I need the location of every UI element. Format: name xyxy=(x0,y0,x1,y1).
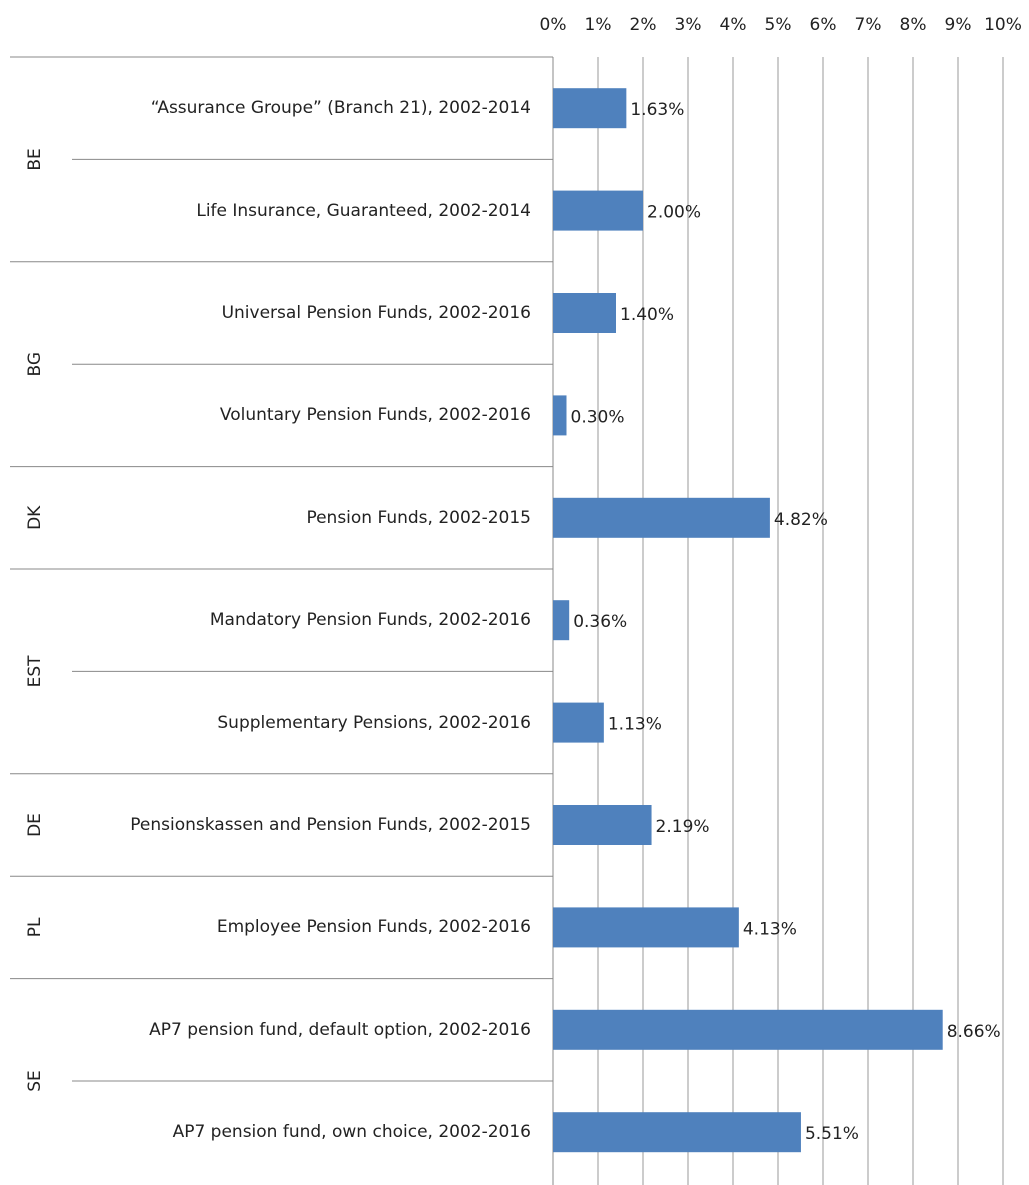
category-text: Universal Pension Funds, 2002-2016 xyxy=(221,303,531,323)
x-tick-label: 7% xyxy=(855,15,882,35)
category-label: “Assurance Groupe” (Branch 21), 2002-201… xyxy=(61,95,531,121)
x-tick-label: 9% xyxy=(945,15,972,35)
category-label: Universal Pension Funds, 2002-2016 xyxy=(61,300,531,326)
data-label: 1.13% xyxy=(608,715,662,735)
bar xyxy=(553,1009,943,1050)
category-label: Pension Funds, 2002-2015 xyxy=(61,505,531,531)
category-text: AP7 pension fund, default option, 2002-2… xyxy=(149,1019,531,1040)
category-text: “Assurance Groupe” (Branch 21), 2002-201… xyxy=(150,98,531,119)
group-label: PL xyxy=(25,917,45,937)
category-label: Pensionskassen and Pension Funds, 2002-2… xyxy=(61,812,531,838)
category-text: Employee Pension Funds, 2002-2016 xyxy=(216,917,531,938)
category-text: Voluntary Pension Funds, 2002-2016 xyxy=(219,405,531,426)
x-tick-label: 6% xyxy=(810,15,837,35)
category-text: Pension Funds, 2002-2015 xyxy=(306,507,531,528)
data-label: 0.30% xyxy=(571,407,625,427)
data-label: 5.51% xyxy=(805,1124,859,1144)
x-tick-label: 10% xyxy=(984,15,1022,35)
category-text: Pensionskassen and Pension Funds, 2002-2… xyxy=(130,815,531,835)
data-label: 0.36% xyxy=(573,612,627,632)
group-label: EST xyxy=(25,655,45,688)
bar xyxy=(553,600,570,641)
bar xyxy=(553,190,643,231)
bar xyxy=(553,702,604,743)
data-label: 1.63% xyxy=(630,100,684,120)
data-label: 4.82% xyxy=(774,510,828,530)
category-label: Voluntary Pension Funds, 2002-2016 xyxy=(61,402,531,428)
x-tick-label: 2% xyxy=(630,15,657,35)
data-label: 2.19% xyxy=(656,817,710,837)
bar xyxy=(553,293,616,333)
bar xyxy=(553,907,739,948)
bar xyxy=(553,805,652,845)
data-label: 4.13% xyxy=(743,919,797,939)
data-label: 1.40% xyxy=(620,305,674,325)
category-text: Supplementary Pensions, 2002-2016 xyxy=(217,712,531,733)
bar xyxy=(553,395,567,436)
group-label: BE xyxy=(25,148,45,170)
category-label: AP7 pension fund, default option, 2002-2… xyxy=(61,1017,531,1043)
x-tick-label: 3% xyxy=(675,15,702,35)
category-label: Supplementary Pensions, 2002-2016 xyxy=(61,710,531,736)
x-tick-label: 5% xyxy=(765,15,792,35)
data-label: 2.00% xyxy=(647,203,701,223)
group-label: SE xyxy=(25,1070,45,1092)
category-text: AP7 pension fund, own choice, 2002-2016 xyxy=(172,1122,531,1143)
bar xyxy=(553,497,770,538)
category-label: AP7 pension fund, own choice, 2002-2016 xyxy=(61,1119,531,1145)
x-tick-label: 0% xyxy=(540,15,567,35)
bar xyxy=(553,88,627,129)
category-label: Employee Pension Funds, 2002-2016 xyxy=(61,914,531,940)
group-label: BG xyxy=(25,352,45,377)
group-label: DK xyxy=(25,505,45,530)
data-label: 8.66% xyxy=(947,1022,1001,1042)
bar xyxy=(553,1112,801,1153)
category-text: Life Insurance, Guaranteed, 2002-2014 xyxy=(196,200,531,221)
category-text: Mandatory Pension Funds, 2002-2016 xyxy=(209,610,531,631)
x-tick-label: 4% xyxy=(720,15,747,35)
x-tick-label: 8% xyxy=(900,15,927,35)
category-label: Mandatory Pension Funds, 2002-2016 xyxy=(61,607,531,633)
group-label: DE xyxy=(25,813,45,837)
category-label: Life Insurance, Guaranteed, 2002-2014 xyxy=(61,198,531,224)
x-tick-label: 1% xyxy=(585,15,612,35)
